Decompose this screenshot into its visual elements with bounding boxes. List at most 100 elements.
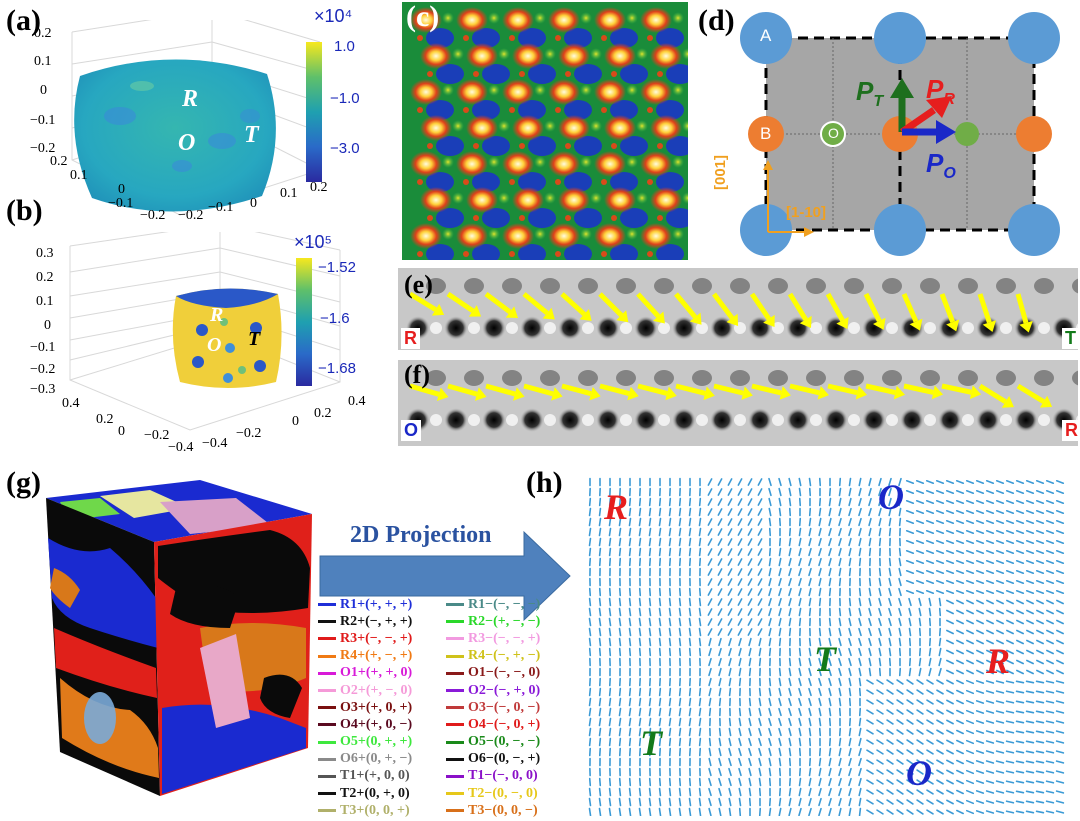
panel-b-z-tick: 0.1 [36, 294, 54, 309]
panel-a-colorbar-tick: −3.0 [330, 140, 360, 157]
legend-label: R1−(−, −, −) [468, 596, 541, 612]
panel-d-unit-cell [740, 12, 1060, 256]
panel-b-x-tick: 0.2 [96, 412, 114, 427]
panel-e-label: (e) [404, 270, 433, 299]
domain-legend-left: R1+(+, +, +) R2+(−, +, +) R3+(−, −, +) R4+(… [318, 596, 412, 819]
legend-label: R4−(−, +, −) [468, 648, 541, 664]
panel-h-phase-label: R [604, 487, 629, 527]
panel-b-free-energy-cube [172, 288, 282, 388]
legend-swatch [446, 603, 464, 607]
legend-item: R1−(−, −, −) [446, 596, 540, 613]
panel-a-y-tick: −0.2 [178, 208, 204, 223]
legend-label: O2+(+, −, 0) [340, 682, 413, 698]
panel-b-phase-o: O [207, 334, 222, 356]
legend-label: O1+(+, +, 0) [340, 665, 413, 681]
panel-f-left-tag: O [401, 420, 422, 441]
legend-item: R1+(+, +, +) [318, 596, 412, 613]
legend-item: R3+(−, −, +) [318, 630, 412, 647]
panel-a-colorbar [306, 42, 322, 182]
legend-item: T3−(0, 0, −) [446, 802, 540, 819]
panel-a-x-tick: −0.1 [108, 196, 134, 211]
legend-item: O6−(0, −, +) [446, 751, 540, 768]
panel-a-free-energy-surface [74, 59, 276, 212]
legend-label: O3+(+, 0, +) [340, 699, 413, 715]
legend-label: O6−(0, −, +) [468, 751, 541, 767]
legend-swatch [446, 689, 464, 693]
panel-b-colorbar-tick: −1.52 [318, 259, 356, 276]
panel-a-z-tick: 0.2 [34, 26, 52, 41]
panel-e-left-tag: R [401, 328, 420, 349]
legend-swatch [446, 774, 464, 778]
legend-item: R2+(−, +, +) [318, 613, 412, 630]
legend-item: O3−(−, 0, −) [446, 699, 540, 716]
panel-h-phase-label: R [986, 641, 1011, 681]
legend-swatch [318, 723, 336, 727]
legend-item: T2+(0, +, 0) [318, 785, 412, 802]
legend-item: R2−(+, −, −) [446, 613, 540, 630]
legend-item: R3−(−, −, +) [446, 630, 540, 647]
panel-a-z-tick: 0.1 [34, 54, 52, 69]
legend-swatch [318, 809, 336, 813]
panel-a-phase-r: R [182, 86, 199, 112]
legend-item: T2−(0, −, 0) [446, 785, 540, 802]
projection-arrow-label: 2D Projection [350, 522, 492, 548]
legend-item: T1−(−, 0, 0) [446, 768, 540, 785]
panel-d-po-label: PO [926, 148, 956, 183]
legend-item: O5+(0, +, +) [318, 734, 412, 751]
panel-d-axis-1-10: [1-10] [786, 204, 827, 221]
panel-b-colorbar [296, 258, 312, 386]
panel-b-z-tick: −0.1 [30, 340, 56, 355]
legend-item: O2−(−, +, 0) [446, 682, 540, 699]
legend-swatch [318, 757, 336, 761]
panel-h-polarization-quiver [588, 477, 1065, 816]
legend-swatch [446, 671, 464, 675]
legend-swatch [318, 603, 336, 607]
panel-h-phase-label: O [906, 753, 932, 793]
legend-label: T2+(0, +, 0) [340, 785, 410, 801]
legend-swatch [318, 740, 336, 744]
panel-a-y-tick: −0.1 [208, 200, 234, 215]
panel-b-y-tick: −0.2 [236, 426, 262, 441]
panel-b-phase-r: R [210, 304, 224, 326]
panel-e-stem-image [398, 268, 1078, 350]
panel-b-label: (b) [6, 194, 43, 227]
panel-b-colorbar-tick: −1.6 [320, 310, 350, 327]
panel-d-site-a-label: A [760, 26, 772, 45]
panel-b-z-tick: −0.2 [30, 362, 56, 377]
panel-f-stem-image [398, 360, 1078, 446]
legend-item: R4+(+, −, +) [318, 648, 412, 665]
panel-h-label: (h) [526, 466, 563, 499]
legend-label: O5+(0, +, +) [340, 734, 413, 750]
panel-d-pt-label: PT [856, 76, 884, 111]
legend-item: O1−(−, −, 0) [446, 665, 540, 682]
legend-item: O3+(+, 0, +) [318, 699, 412, 716]
panel-a-x-tick: 0.2 [50, 154, 68, 169]
legend-label: O4−(−, 0, +) [468, 716, 541, 732]
legend-swatch [318, 689, 336, 693]
panel-a-phase-t: T [244, 122, 259, 148]
panel-b-y-tick: −0.4 [202, 436, 228, 451]
legend-label: O2−(−, +, 0) [468, 682, 541, 698]
panel-h-phase-label: O [878, 477, 904, 517]
panel-b-z-tick: 0.3 [36, 246, 54, 261]
panel-h-phase-label: T [814, 639, 836, 679]
legend-label: T1−(−, 0, 0) [468, 768, 538, 784]
panel-g-label: (g) [6, 466, 41, 499]
legend-item: R4−(−, +, −) [446, 648, 540, 665]
legend-item: T1+(+, 0, 0) [318, 768, 412, 785]
legend-item: O5−(0, −, −) [446, 734, 540, 751]
legend-swatch [446, 706, 464, 710]
panel-f-label: (f) [404, 360, 430, 389]
panel-a-colorbar-multiplier: ×10⁴ [314, 6, 353, 26]
panel-b-x-tick: −0.2 [144, 428, 170, 443]
legend-label: T3−(0, 0, −) [468, 802, 538, 818]
legend-label: O6+(0, +, −) [340, 751, 413, 767]
panel-a-y-tick: 0.2 [310, 180, 328, 195]
panel-d-site-b-label: B [760, 124, 772, 143]
panel-a-z-tick: 0 [40, 83, 47, 98]
panel-a-z-tick: −0.2 [30, 141, 56, 156]
panel-a-phase-o: O [178, 130, 196, 156]
panel-a-z-tick: −0.1 [30, 113, 56, 128]
panel-c-density-map [402, 2, 688, 260]
panel-b-phase-t: T [248, 328, 261, 350]
